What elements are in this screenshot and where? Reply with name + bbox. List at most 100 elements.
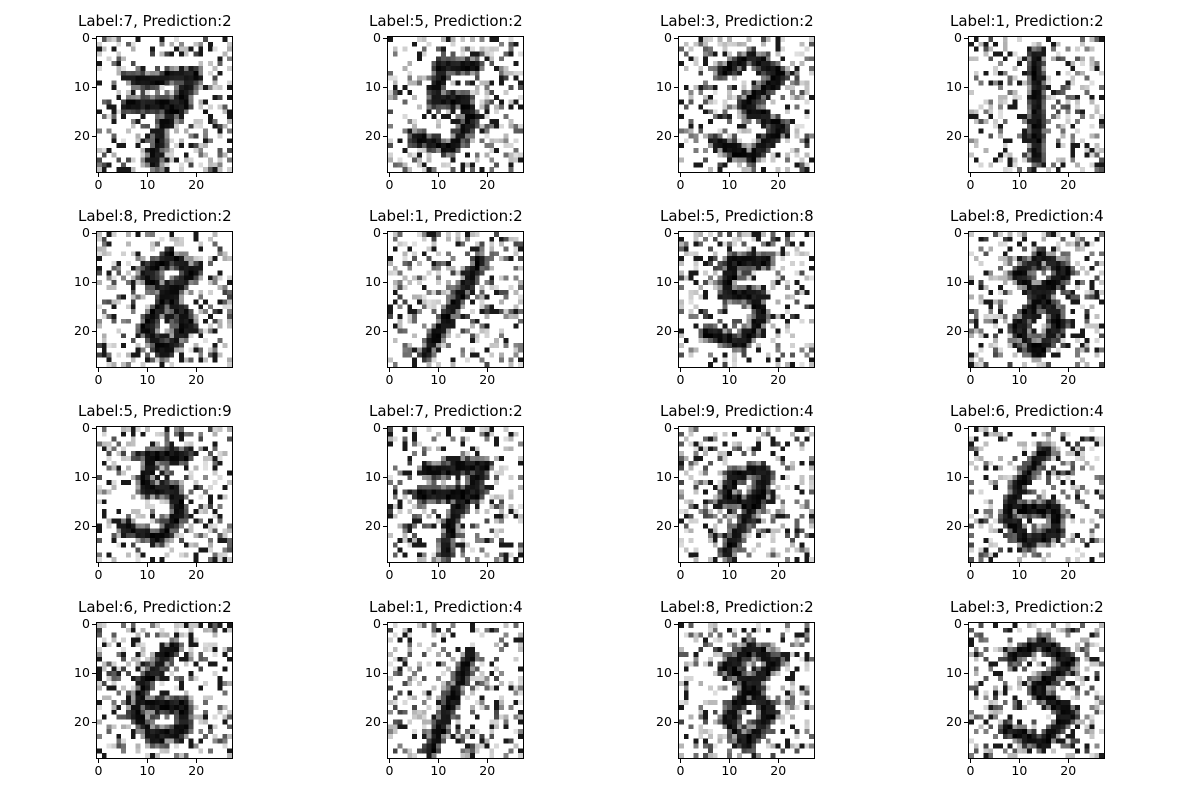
digit-image bbox=[678, 622, 815, 759]
y-tick-mark bbox=[964, 37, 968, 39]
y-tick-label: 10 bbox=[946, 78, 962, 94]
x-tick-label: 20 bbox=[188, 763, 205, 778]
digit-image bbox=[968, 426, 1105, 563]
y-tick-mark bbox=[383, 476, 387, 478]
digit-image bbox=[96, 426, 233, 563]
x-tick-label: 10 bbox=[1011, 763, 1028, 778]
y-tick-mark bbox=[964, 525, 968, 527]
subplot-title: Label:7, Prediction:2 bbox=[369, 402, 523, 420]
y-tick-mark bbox=[674, 232, 678, 234]
y-tick-mark bbox=[92, 721, 96, 723]
digit-image bbox=[96, 231, 233, 368]
x-tick-label: 20 bbox=[770, 763, 787, 778]
y-tick-mark bbox=[674, 281, 678, 283]
y-tick-label: 20 bbox=[74, 517, 90, 533]
x-tick-mark bbox=[486, 759, 488, 763]
x-tick-mark bbox=[388, 759, 390, 763]
x-tick-mark bbox=[777, 173, 779, 177]
x-tick-mark bbox=[679, 368, 681, 372]
y-tick-mark bbox=[964, 476, 968, 478]
subplot-title: Label:7, Prediction:2 bbox=[78, 12, 232, 30]
pixel-grid bbox=[679, 427, 814, 562]
y-tick-label: 10 bbox=[365, 78, 381, 94]
x-tick-label: 10 bbox=[721, 177, 738, 192]
y-tick-mark bbox=[964, 672, 968, 674]
x-tick-label: 10 bbox=[1011, 372, 1028, 387]
x-tick-mark bbox=[1067, 368, 1069, 372]
x-tick-mark bbox=[486, 368, 488, 372]
x-tick-mark bbox=[97, 368, 99, 372]
x-tick-mark bbox=[679, 173, 681, 177]
x-tick-label: 0 bbox=[966, 177, 975, 192]
x-tick-mark bbox=[969, 173, 971, 177]
y-tick-mark bbox=[383, 281, 387, 283]
digit-image bbox=[678, 36, 815, 173]
pixel-grid bbox=[388, 232, 523, 367]
y-tick-mark bbox=[383, 427, 387, 429]
x-tick-mark bbox=[1018, 173, 1020, 177]
y-tick-label: 20 bbox=[946, 322, 962, 338]
x-tick-label: 10 bbox=[1011, 177, 1028, 192]
x-tick-label: 20 bbox=[479, 763, 496, 778]
y-tick-label: 20 bbox=[74, 713, 90, 729]
x-tick-mark bbox=[437, 368, 439, 372]
y-tick-label: 10 bbox=[365, 273, 381, 289]
y-tick-mark bbox=[383, 330, 387, 332]
y-tick-mark bbox=[674, 427, 678, 429]
subplot-title: Label:1, Prediction:2 bbox=[369, 207, 523, 225]
pixel-grid bbox=[679, 37, 814, 172]
y-tick-mark bbox=[964, 721, 968, 723]
y-tick-mark bbox=[383, 232, 387, 234]
x-tick-label: 0 bbox=[966, 372, 975, 387]
y-tick-label: 20 bbox=[656, 322, 672, 338]
x-tick-mark bbox=[195, 759, 197, 763]
x-tick-mark bbox=[969, 563, 971, 567]
digit-image bbox=[968, 231, 1105, 368]
y-tick-mark bbox=[383, 525, 387, 527]
x-tick-label: 0 bbox=[676, 372, 685, 387]
y-tick-label: 10 bbox=[74, 468, 90, 484]
y-tick-mark bbox=[674, 672, 678, 674]
subplot-title: Label:8, Prediction:2 bbox=[660, 598, 814, 616]
x-tick-mark bbox=[728, 759, 730, 763]
x-tick-label: 20 bbox=[770, 567, 787, 582]
digit-image bbox=[96, 622, 233, 759]
y-tick-label: 0 bbox=[82, 29, 90, 45]
y-tick-label: 0 bbox=[373, 615, 381, 631]
y-tick-label: 20 bbox=[365, 127, 381, 143]
y-tick-mark bbox=[383, 721, 387, 723]
y-tick-label: 20 bbox=[656, 713, 672, 729]
y-tick-label: 20 bbox=[946, 713, 962, 729]
y-tick-mark bbox=[92, 232, 96, 234]
y-tick-mark bbox=[964, 232, 968, 234]
y-tick-label: 20 bbox=[946, 127, 962, 143]
subplot-title: Label:5, Prediction:2 bbox=[369, 12, 523, 30]
x-tick-mark bbox=[486, 173, 488, 177]
y-tick-mark bbox=[964, 135, 968, 137]
digit-image bbox=[387, 426, 524, 563]
y-tick-mark bbox=[674, 330, 678, 332]
pixel-grid bbox=[969, 232, 1104, 367]
x-tick-label: 20 bbox=[1060, 372, 1077, 387]
digit-image bbox=[968, 36, 1105, 173]
digit-image bbox=[387, 622, 524, 759]
pixel-grid bbox=[97, 623, 232, 758]
y-tick-mark bbox=[92, 135, 96, 137]
y-tick-mark bbox=[383, 672, 387, 674]
y-tick-label: 0 bbox=[373, 224, 381, 240]
x-tick-label: 20 bbox=[479, 372, 496, 387]
x-tick-label: 10 bbox=[430, 177, 447, 192]
x-tick-mark bbox=[437, 563, 439, 567]
x-tick-mark bbox=[1018, 759, 1020, 763]
x-tick-mark bbox=[728, 173, 730, 177]
y-tick-mark bbox=[674, 86, 678, 88]
x-tick-label: 0 bbox=[966, 567, 975, 582]
x-tick-label: 20 bbox=[1060, 177, 1077, 192]
subplot-title: Label:5, Prediction:9 bbox=[78, 402, 232, 420]
x-tick-label: 0 bbox=[676, 567, 685, 582]
x-tick-mark bbox=[1018, 368, 1020, 372]
subplot-title: Label:1, Prediction:2 bbox=[950, 12, 1104, 30]
y-tick-label: 20 bbox=[365, 517, 381, 533]
y-tick-mark bbox=[674, 623, 678, 625]
